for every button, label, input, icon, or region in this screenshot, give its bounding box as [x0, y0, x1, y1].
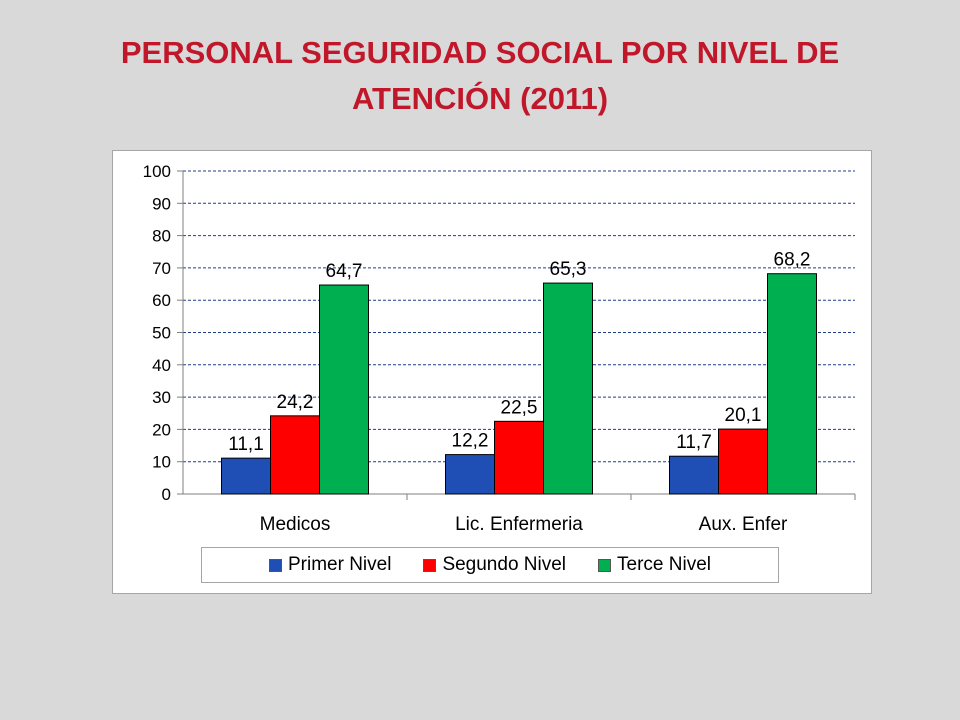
legend-label: Segundo Nivel [442, 554, 567, 575]
y-tick-label: 10 [152, 453, 171, 472]
bar-primer-nivel [669, 455, 719, 495]
legend-entry: Primer Nivel [268, 554, 392, 576]
title-line-2: ATENCIÓN (2011) [351, 81, 609, 116]
data-label: 12,2 [452, 431, 489, 452]
legend-entry: Terce Nivel [598, 554, 711, 576]
data-label: 11,7 [676, 432, 712, 453]
data-label: 11,1 [228, 434, 264, 455]
data-label: 24,2 [277, 392, 314, 413]
x-tick-label: Aux. Enfer [699, 514, 788, 535]
bar-chart: 0 10 20 30 40 50 60 70 80 90 100 11,1 24,2 64,7 Medico… [143, 162, 856, 535]
y-tick-label: 0 [162, 485, 171, 504]
legend-swatch [598, 558, 612, 572]
legend-label: Primer Nivel [287, 554, 392, 575]
data-label: 22,5 [501, 397, 538, 418]
data-label: 68,2 [774, 250, 811, 271]
bar-terce-nivel [767, 273, 817, 495]
x-tick-label: Medicos [260, 514, 331, 535]
chart-area: 0 10 20 30 40 50 60 70 80 90 100 11,1 24,2 64,7 Medico… [112, 150, 872, 594]
y-tick-label: 90 [152, 194, 171, 213]
y-tick-label: 80 [152, 227, 171, 246]
data-label: 20,1 [725, 405, 762, 426]
bar-terce-nivel [543, 282, 593, 495]
y-tick-label: 70 [152, 259, 171, 278]
bar-primer-nivel [445, 454, 495, 495]
y-tick-label: 40 [152, 356, 171, 375]
slide-title: PERSONAL SEGURIDAD SOCIAL POR NIVEL DE A… [60, 30, 900, 122]
y-tick-label: 50 [152, 324, 171, 343]
x-tick-label: Lic. Enfermeria [455, 514, 583, 535]
data-label: 65,3 [550, 259, 587, 280]
legend-swatch [423, 558, 437, 572]
legend-swatch [268, 558, 282, 572]
y-tick-label: 20 [152, 420, 171, 439]
bar-segundo-nivel [718, 428, 768, 495]
legend-label: Terce Nivel [617, 554, 712, 575]
legend-entry: Segundo Nivel [423, 554, 566, 576]
y-tick-label: 100 [143, 162, 171, 181]
bar-terce-nivel [319, 284, 369, 495]
y-tick-label: 60 [152, 291, 171, 310]
data-label: 64,7 [326, 261, 363, 282]
y-tick-label: 30 [152, 388, 171, 407]
bar-segundo-nivel [270, 415, 320, 495]
title-line-1: PERSONAL SEGURIDAD SOCIAL POR NIVEL DE [120, 35, 840, 70]
bar-primer-nivel [221, 457, 271, 495]
chart-legend: Primer Nivel Segundo Nivel Terce Nivel [201, 547, 779, 583]
bar-segundo-nivel [494, 420, 544, 495]
